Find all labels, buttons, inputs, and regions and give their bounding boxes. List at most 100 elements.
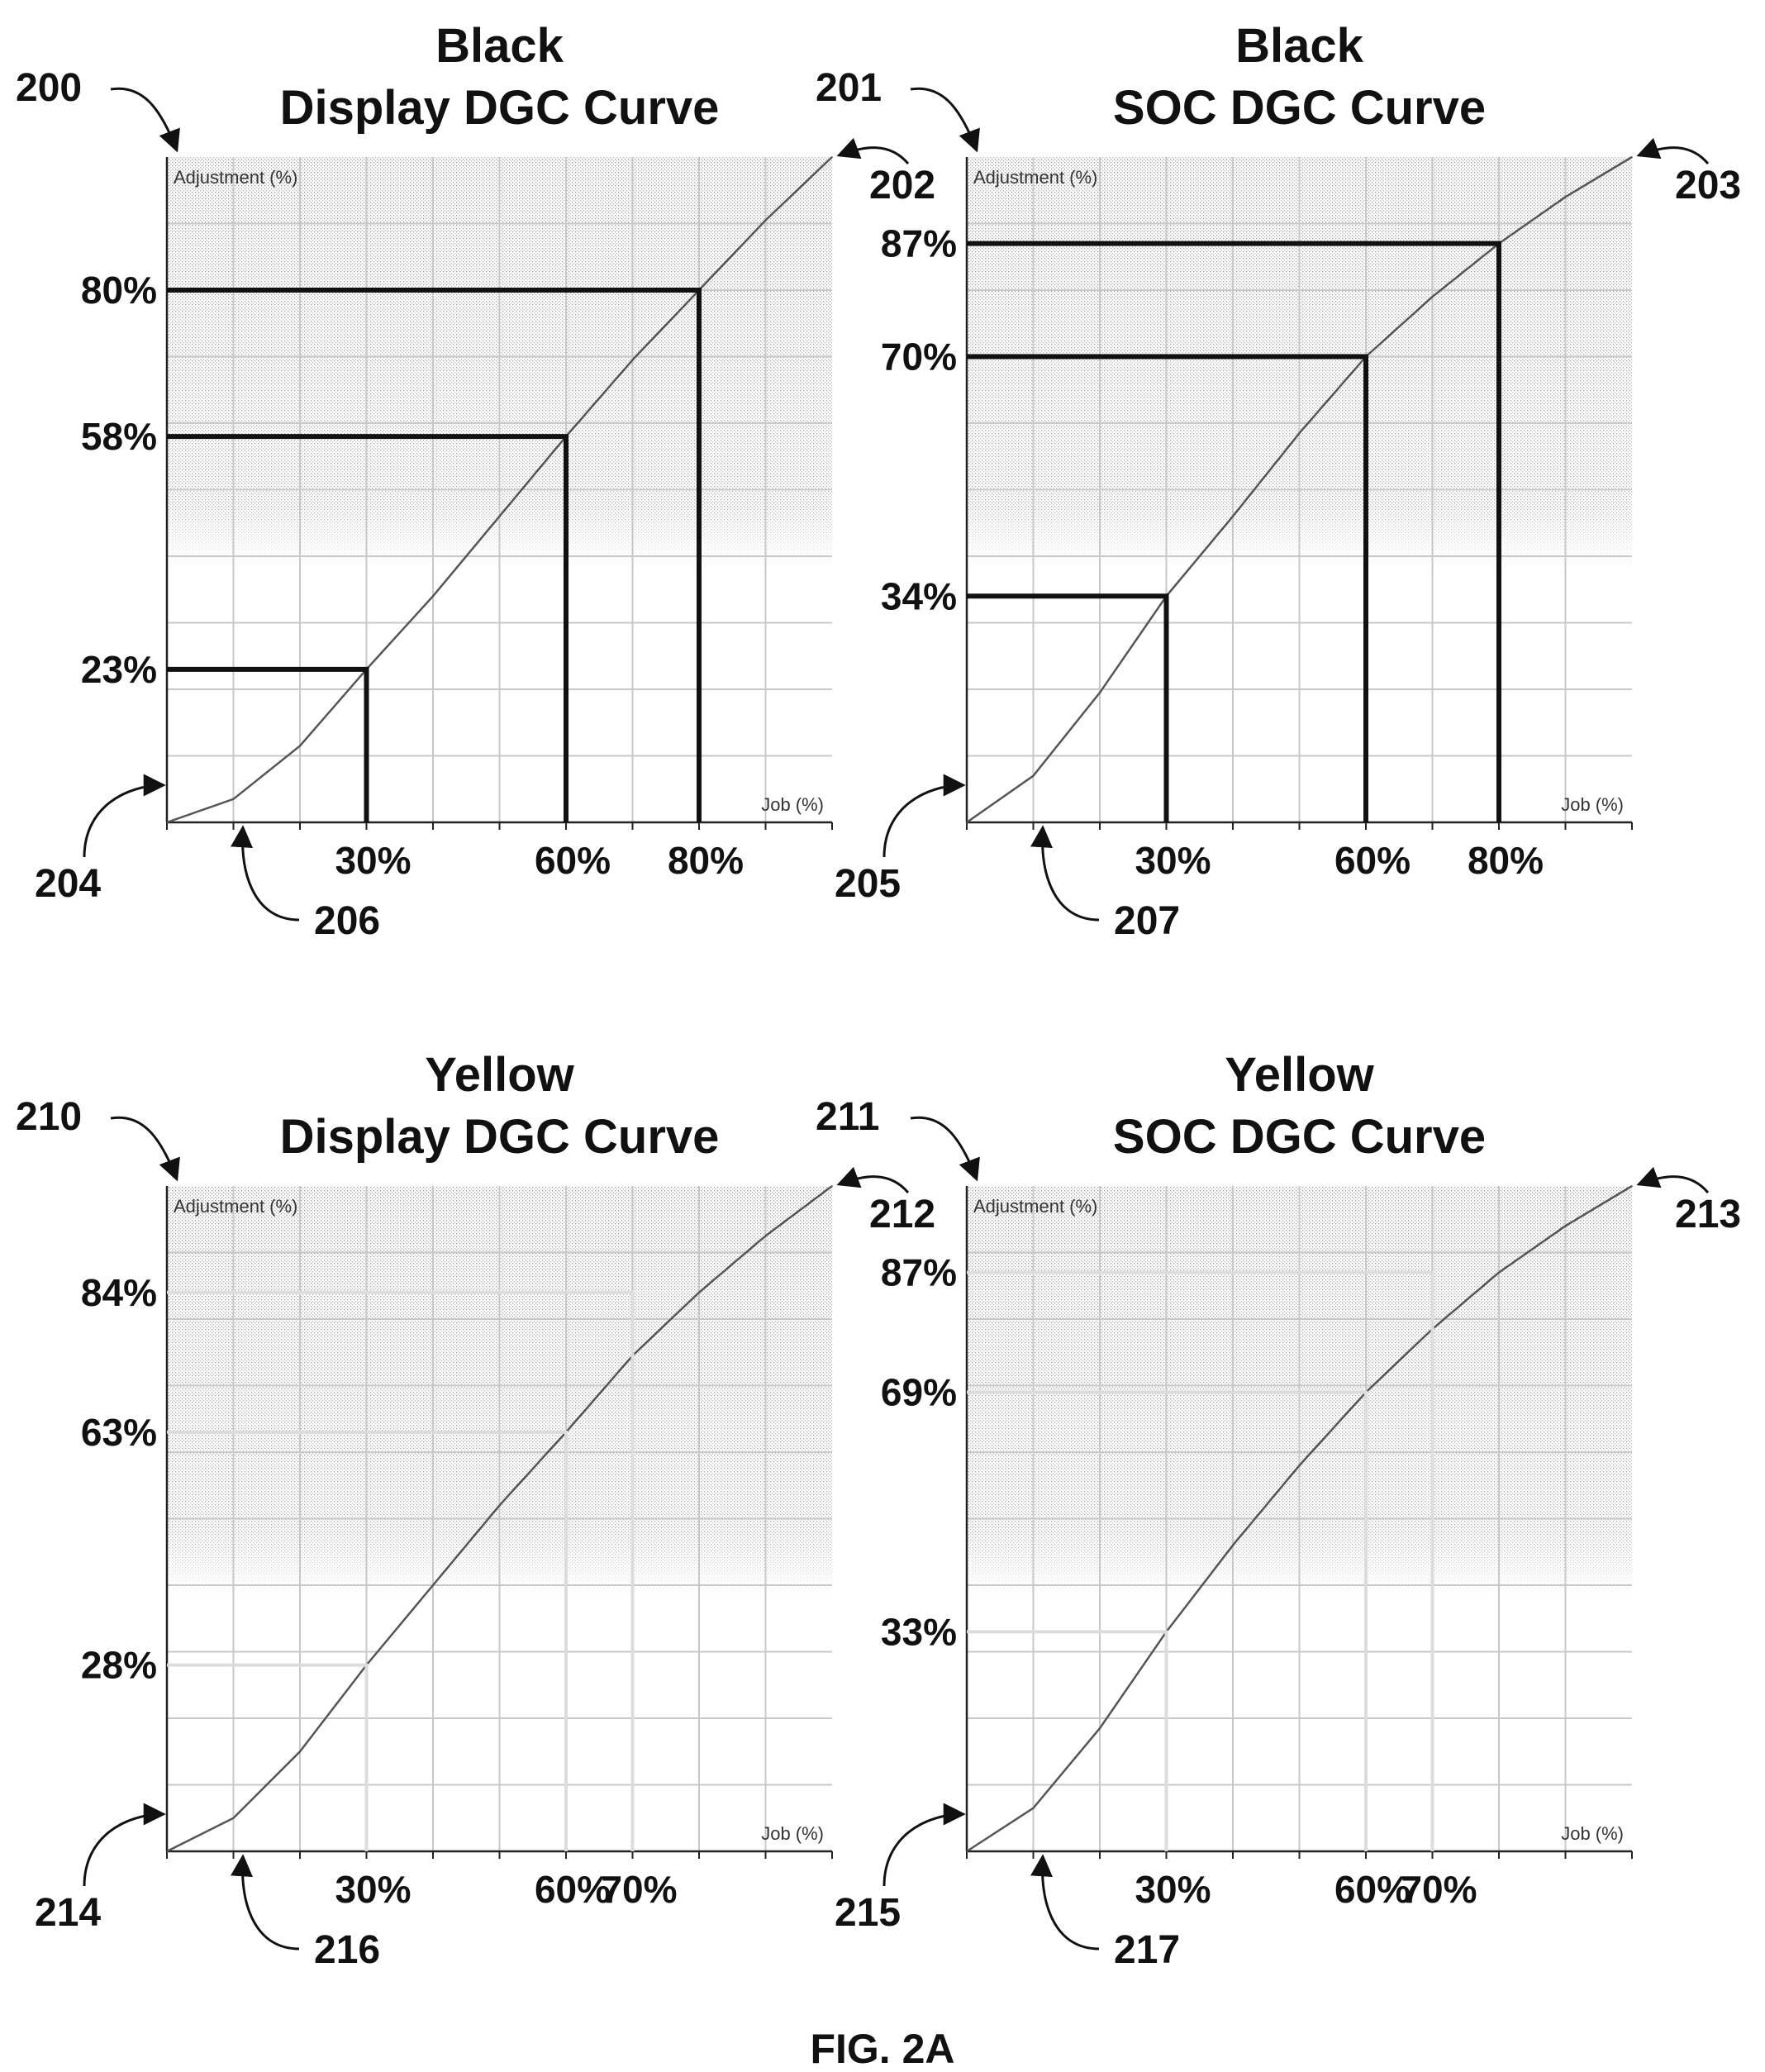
curve-point — [1232, 1544, 1234, 1546]
y-tick-label: 69% — [881, 1371, 957, 1414]
y-tick-label: 87% — [881, 1251, 957, 1294]
ref-arrow — [1636, 1166, 1710, 1193]
figure-label: FIG. 2A — [810, 2026, 954, 2072]
curve-point — [1032, 774, 1035, 777]
y-tick-label: 28% — [81, 1644, 157, 1687]
curve-point — [1498, 1271, 1500, 1274]
ref-origin: 205 — [835, 862, 901, 906]
ref-arrow — [231, 1854, 300, 1951]
marker-guide-line — [167, 1290, 635, 1851]
x-tick-label: 80% — [1468, 839, 1544, 882]
curve-point — [1631, 1185, 1633, 1187]
marker-guide-line — [967, 1630, 1168, 1851]
curve-point — [1032, 1807, 1035, 1809]
chart-title-line2: SOC DGC Curve — [1113, 81, 1486, 135]
chart-title-line2: SOC DGC Curve — [1113, 1110, 1486, 1164]
y-tick-label: 34% — [881, 574, 957, 617]
curve-point — [498, 1504, 501, 1507]
ref-axis: 216 — [314, 1928, 380, 1972]
ref-arrow — [1636, 137, 1710, 164]
x-tick-label: 60% — [535, 839, 611, 882]
y-tick-label: 70% — [881, 336, 957, 379]
x-axis-label: Job (%) — [761, 1823, 824, 1844]
x-tick-label: 70% — [601, 1868, 677, 1911]
y-tick-label: 84% — [81, 1271, 157, 1314]
ref-arrow — [836, 137, 910, 164]
curve-point — [232, 798, 235, 800]
ref-arrow — [910, 87, 980, 153]
ref-panel: 210 — [16, 1095, 82, 1139]
y-axis-label: Adjustment (%) — [174, 1196, 297, 1217]
grid — [167, 157, 832, 822]
curve-point — [831, 156, 833, 158]
marker-guide-line — [167, 666, 369, 822]
x-tick-label: 60% — [1334, 839, 1411, 882]
x-tick-label: 60% — [535, 1868, 611, 1911]
curve-point — [166, 822, 168, 823]
chart-panel-4: Yellow SOC DGC Curve Adjustment (%) Job (%)… — [816, 1048, 1741, 1972]
chart-title-line1: Black — [1235, 19, 1364, 73]
ref-arrow — [231, 825, 300, 922]
marker-guide-line — [167, 1663, 369, 1851]
chart-title-line2: Display DGC Curve — [280, 1110, 720, 1164]
y-tick-label: 63% — [81, 1411, 157, 1454]
ref-arrow — [110, 1116, 180, 1182]
ref-curve-end: 213 — [1675, 1193, 1741, 1236]
x-tick-label: 80% — [668, 839, 744, 882]
ref-panel: 201 — [816, 66, 882, 110]
curve-point — [698, 1292, 700, 1293]
ref-curve-end: 202 — [869, 164, 935, 207]
y-tick-label: 80% — [81, 269, 157, 312]
ref-panel: 211 — [816, 1095, 879, 1139]
marker-guide-line — [167, 1430, 568, 1851]
marker-guide-line — [167, 434, 569, 822]
x-tick-label: 30% — [335, 1868, 411, 1911]
curve-point — [1631, 156, 1633, 158]
marker-guide-line — [967, 1270, 1434, 1851]
chart-title-line1: Yellow — [425, 1048, 574, 1102]
chart-panel-3: Yellow Display DGC Curve Adjustment (%) Job… — [16, 1048, 935, 1972]
chart-title-line2: Display DGC Curve — [280, 81, 720, 135]
curve-point — [764, 1235, 767, 1237]
x-tick-label: 30% — [335, 839, 411, 882]
curve-point — [1564, 1225, 1567, 1227]
ref-arrow — [83, 774, 166, 858]
ref-panel: 200 — [16, 66, 82, 110]
ref-origin: 204 — [35, 862, 101, 906]
ref-arrow — [1030, 825, 1100, 922]
ref-origin: 214 — [35, 1891, 101, 1935]
curve-point — [432, 595, 434, 598]
y-tick-label: 87% — [881, 222, 957, 265]
curve-point — [432, 1584, 434, 1586]
chart-panel-2: Black SOC DGC Curve Adjustment (%) Job (%) 3… — [816, 19, 1741, 943]
curve-point — [966, 1851, 968, 1852]
curve-point — [1099, 1727, 1101, 1729]
curve-point — [1298, 432, 1301, 434]
marker-guide-line — [967, 241, 1501, 822]
ref-arrow — [882, 774, 966, 858]
ref-arrow — [83, 1803, 166, 1887]
curve-point — [232, 1817, 235, 1819]
x-tick-label: 70% — [1401, 1868, 1477, 1911]
ref-arrow — [836, 1166, 910, 1193]
x-tick-label: 60% — [1334, 1868, 1411, 1911]
ref-curve-end: 212 — [869, 1193, 935, 1236]
x-tick-label: 30% — [1135, 839, 1211, 882]
ref-origin: 215 — [835, 1891, 901, 1935]
curve-point — [299, 1750, 301, 1753]
ref-axis: 217 — [1114, 1928, 1180, 1972]
curve-point — [299, 745, 301, 747]
curve-point — [966, 822, 968, 823]
x-axis-label: Job (%) — [1561, 1823, 1624, 1844]
ref-arrow — [110, 87, 180, 153]
y-axis-label: Adjustment (%) — [973, 167, 1097, 188]
curve-point — [1564, 196, 1567, 198]
marker-guide-line — [967, 354, 1368, 822]
curve-point — [1099, 692, 1101, 693]
marker-guide-line — [167, 288, 702, 822]
ref-curve-end: 203 — [1675, 164, 1741, 207]
y-axis-label: Adjustment (%) — [973, 1196, 1097, 1217]
curve-point — [764, 219, 767, 221]
ref-arrow — [1030, 1854, 1100, 1951]
